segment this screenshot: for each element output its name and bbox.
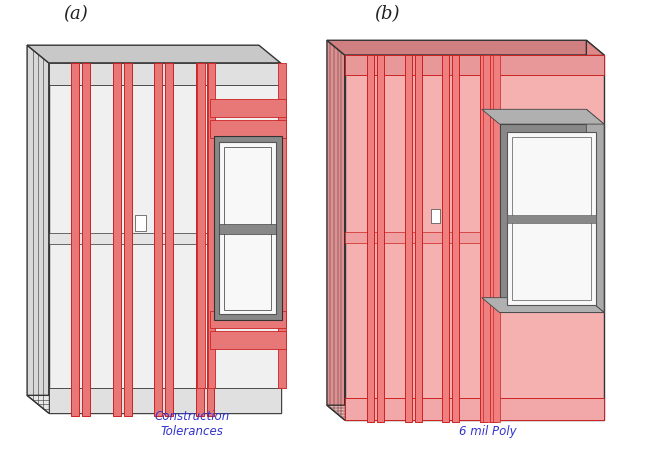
Bar <box>72 63 79 416</box>
Bar <box>508 215 596 223</box>
Bar <box>499 124 604 313</box>
Bar <box>490 55 497 422</box>
Bar <box>415 55 422 422</box>
Bar <box>224 147 271 309</box>
Bar <box>377 55 384 422</box>
Bar <box>197 63 204 388</box>
Polygon shape <box>27 395 281 413</box>
Text: (a): (a) <box>64 5 88 23</box>
Text: Construction
Tolerances: Construction Tolerances <box>154 410 230 438</box>
Polygon shape <box>327 405 604 420</box>
Bar <box>219 224 275 233</box>
Polygon shape <box>27 45 49 413</box>
Bar <box>206 63 215 416</box>
Polygon shape <box>482 109 604 124</box>
Bar <box>113 63 121 416</box>
Bar <box>480 55 487 422</box>
Bar <box>430 209 441 223</box>
Polygon shape <box>482 298 604 313</box>
Bar <box>368 55 374 422</box>
Bar <box>49 63 281 85</box>
Polygon shape <box>49 63 281 413</box>
Polygon shape <box>327 40 604 55</box>
Text: 6 mil Poly: 6 mil Poly <box>459 425 517 438</box>
Bar <box>493 55 499 422</box>
Polygon shape <box>586 40 604 420</box>
Bar <box>208 63 215 388</box>
Bar <box>213 136 282 321</box>
Bar <box>344 232 604 243</box>
Bar <box>49 233 281 244</box>
Bar <box>154 63 163 416</box>
Bar <box>344 55 604 75</box>
Bar <box>210 99 286 117</box>
Bar <box>196 63 204 416</box>
Bar <box>210 311 286 328</box>
Polygon shape <box>586 109 604 313</box>
Bar <box>83 63 90 416</box>
Bar <box>508 132 596 304</box>
Bar <box>49 388 281 413</box>
Bar <box>512 137 591 299</box>
Bar <box>165 63 173 416</box>
Bar <box>482 55 490 422</box>
Bar <box>277 63 286 388</box>
Bar <box>405 55 412 422</box>
Polygon shape <box>27 45 281 63</box>
Polygon shape <box>344 55 604 420</box>
Bar <box>452 55 459 422</box>
Bar <box>344 398 604 420</box>
Bar <box>219 142 275 314</box>
Bar <box>210 331 286 349</box>
Bar <box>210 120 286 138</box>
Bar <box>442 55 449 422</box>
Bar <box>124 63 132 416</box>
Polygon shape <box>327 40 344 420</box>
Text: (b): (b) <box>374 5 400 23</box>
Bar <box>135 215 146 231</box>
